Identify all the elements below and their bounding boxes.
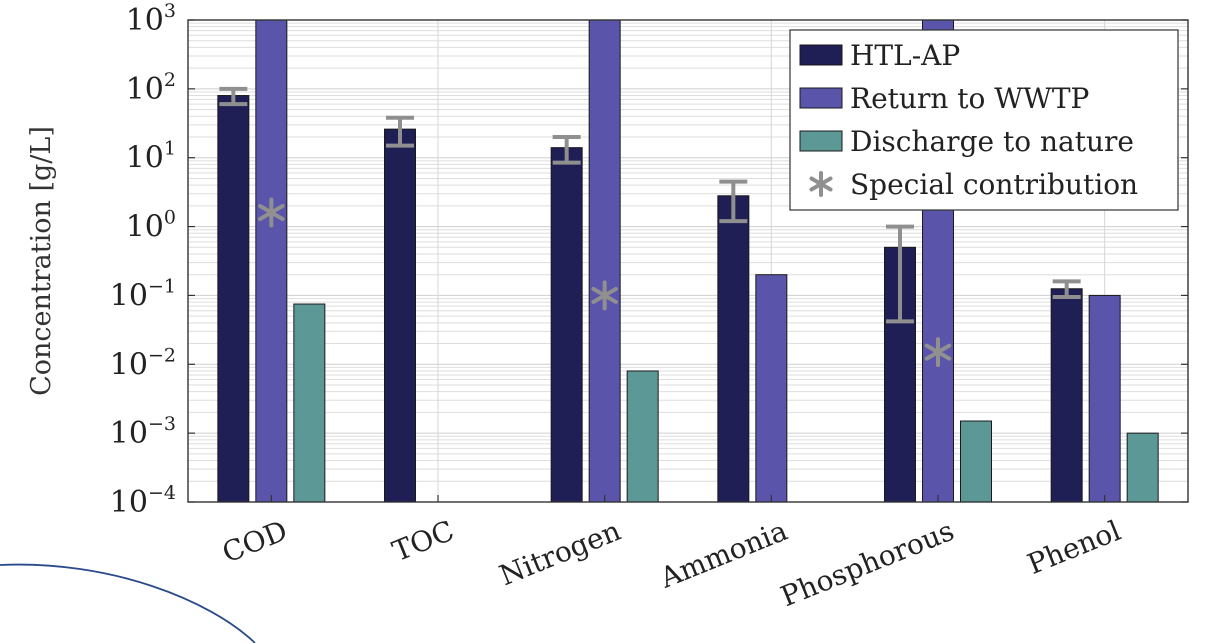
legend-swatch bbox=[799, 44, 843, 66]
legend-box bbox=[789, 29, 1179, 211]
legend-swatch bbox=[799, 130, 843, 152]
legend-label: Return to WWTP bbox=[850, 82, 1089, 115]
bar-htl-ap bbox=[217, 95, 250, 503]
special-contribution-marker bbox=[924, 337, 952, 368]
y-tick-label: 101 bbox=[126, 138, 176, 176]
legend-label: Special contribution bbox=[850, 168, 1138, 201]
plot-frame bbox=[187, 19, 1189, 503]
y-tick-label: 103 bbox=[126, 0, 176, 38]
legend-label: HTL-AP bbox=[850, 39, 960, 72]
special-contribution-markers bbox=[258, 197, 952, 368]
bar-discharge-to-nature bbox=[1126, 432, 1159, 503]
special-contribution-marker bbox=[258, 197, 285, 228]
bar-return-to-wwtp bbox=[755, 274, 788, 503]
bar-discharge-to-nature bbox=[293, 303, 326, 503]
y-tick-label: 10−1 bbox=[110, 275, 176, 313]
y-axis-label: Concentration [g/L] bbox=[26, 126, 57, 396]
bar-htl-ap bbox=[384, 128, 416, 503]
legend-star-icon bbox=[809, 171, 833, 197]
decorative-curve bbox=[0, 563, 256, 643]
legend-swatch bbox=[799, 87, 843, 109]
special-contribution-marker bbox=[591, 280, 618, 311]
y-tick-label: 100 bbox=[126, 207, 176, 245]
error-bars bbox=[219, 86, 1081, 324]
y-tick-label: 10−3 bbox=[110, 413, 176, 451]
y-tick-label: 10−4 bbox=[110, 482, 176, 520]
legend: HTL-AP Return to WWTP Discharge to nature S… bbox=[789, 29, 1179, 211]
bar-htl-ap bbox=[550, 147, 583, 503]
y-tick-label: 102 bbox=[126, 69, 176, 107]
y-tick-label: 10−2 bbox=[110, 344, 176, 382]
bar-discharge-to-nature bbox=[626, 370, 659, 503]
bar-return-to-wwtp bbox=[588, 19, 621, 503]
legend-label: Discharge to nature bbox=[850, 125, 1134, 158]
bar-return-to-wwtp bbox=[255, 19, 288, 503]
bar-return-to-wwtp bbox=[1088, 294, 1121, 503]
bar-discharge-to-nature bbox=[960, 420, 992, 503]
bar-htl-ap bbox=[1050, 288, 1083, 503]
bar-htl-ap bbox=[717, 195, 750, 503]
